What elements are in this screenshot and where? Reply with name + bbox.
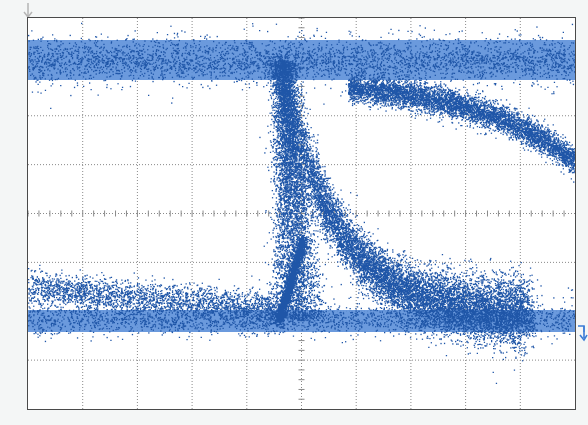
signal-trace	[28, 22, 575, 384]
eye-diagram-plot	[28, 18, 575, 409]
ground-reference-icon[interactable]	[575, 323, 588, 345]
trace-samples	[28, 22, 575, 384]
scope-display	[27, 17, 576, 410]
